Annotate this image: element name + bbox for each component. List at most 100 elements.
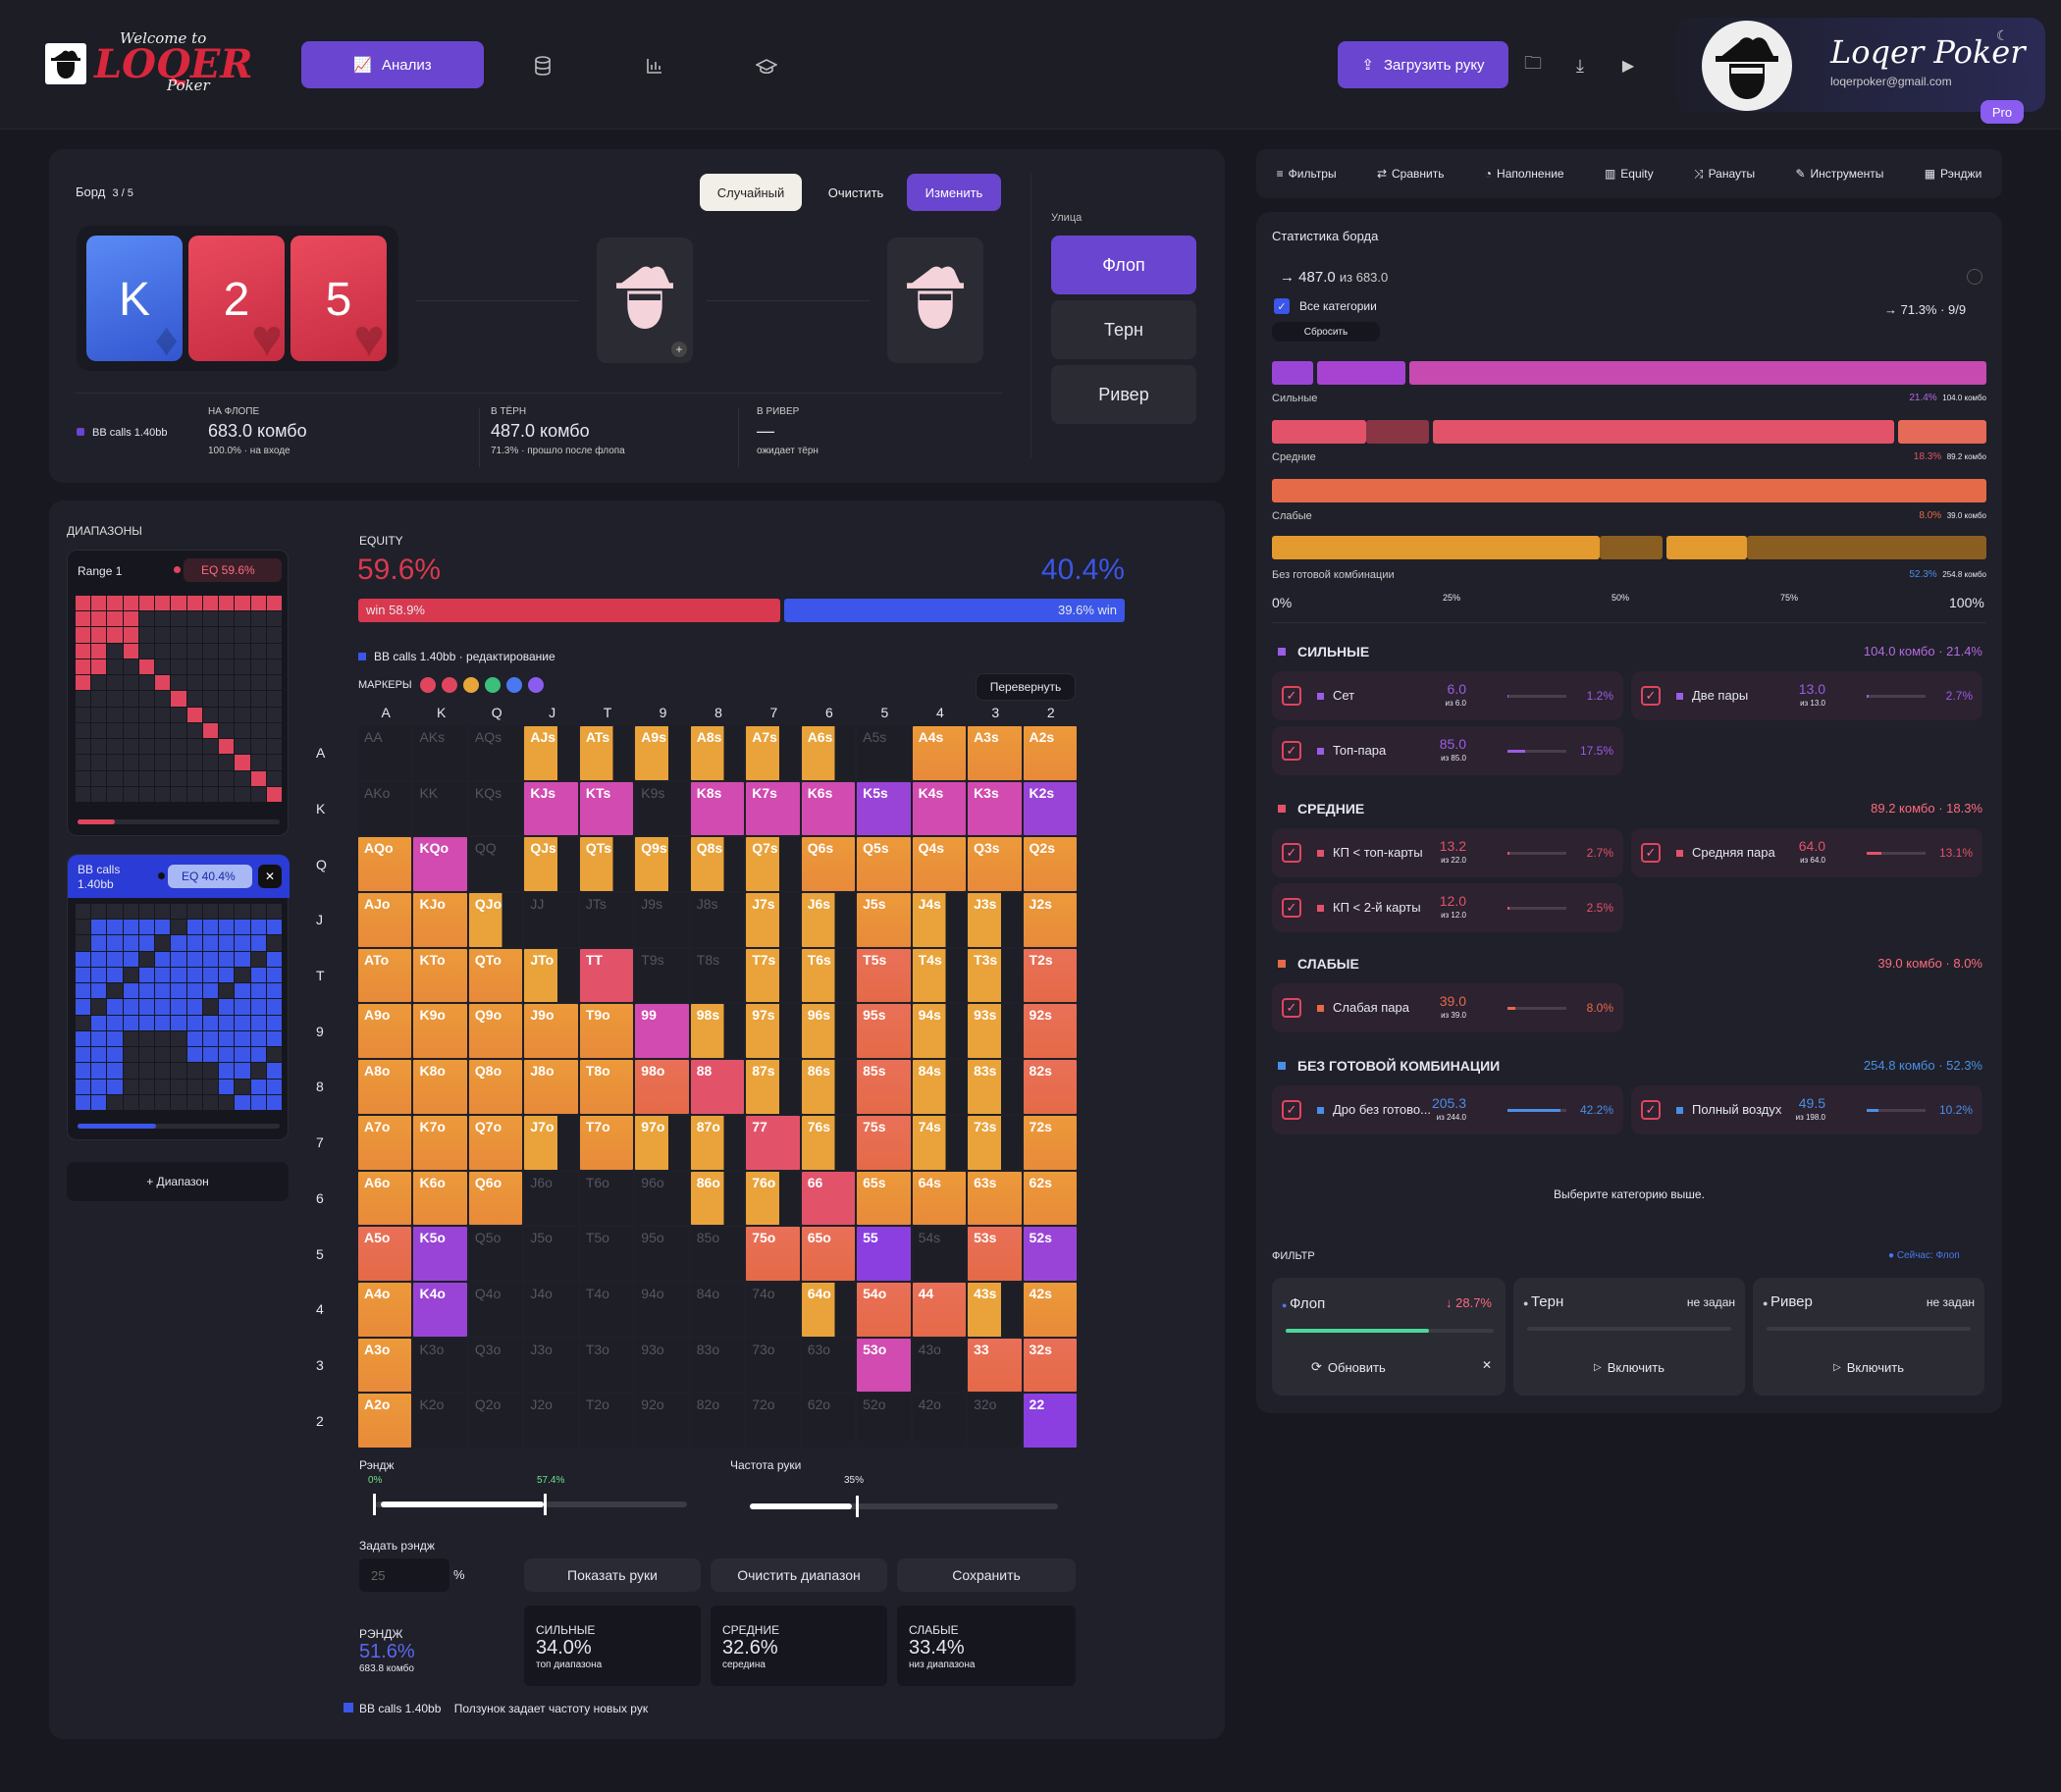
hand-cell[interactable]: T3o: [579, 1338, 634, 1393]
hand-cell[interactable]: JJ: [524, 893, 578, 947]
hand-cell[interactable]: 82s: [1023, 1060, 1077, 1114]
hand-cell[interactable]: 95o: [635, 1227, 689, 1281]
hand-cell[interactable]: A9o: [358, 1004, 412, 1059]
hand-cell[interactable]: Q3o: [468, 1338, 523, 1393]
hand-cell[interactable]: 94o: [635, 1282, 689, 1337]
category-item[interactable]: ✓ Средняя пара 64.0 из 64.0 13.1%: [1631, 828, 1982, 877]
hand-cell[interactable]: 72s: [1023, 1115, 1077, 1170]
hand-cell[interactable]: 62s: [1023, 1171, 1077, 1226]
graduation-cap-icon[interactable]: [754, 53, 779, 79]
marker-dot[interactable]: [441, 677, 457, 693]
show-hands-button[interactable]: Показать руки: [524, 1558, 701, 1592]
hand-cell[interactable]: J4o: [524, 1282, 578, 1337]
hand-cell[interactable]: J3o: [524, 1338, 578, 1393]
hand-cell[interactable]: Q5s: [857, 837, 911, 892]
hand-cell[interactable]: A8o: [358, 1060, 412, 1114]
street-flop-button[interactable]: Флоп: [1051, 236, 1196, 294]
tab-runouts[interactable]: ⤨ Ранауты: [1694, 167, 1755, 182]
hand-cell[interactable]: 82o: [690, 1394, 745, 1448]
hand-cell[interactable]: 92s: [1023, 1004, 1077, 1059]
hand-cell[interactable]: J6o: [524, 1171, 578, 1226]
marker-dot[interactable]: [484, 677, 501, 693]
hand-cell[interactable]: K2o: [413, 1394, 467, 1448]
hand-cell[interactable]: 64s: [912, 1171, 967, 1226]
hand-cell[interactable]: Q7s: [746, 837, 800, 892]
flip-button[interactable]: Перевернуть: [976, 673, 1076, 701]
hand-cell[interactable]: ATo: [358, 948, 412, 1003]
hand-cell[interactable]: 97o: [635, 1115, 689, 1170]
tab-ranges[interactable]: ▦ Рэнджи: [1925, 167, 1982, 181]
hand-cell[interactable]: 84o: [690, 1282, 745, 1337]
hand-cell[interactable]: A2s: [1023, 726, 1077, 780]
hand-cell[interactable]: A3s: [968, 726, 1022, 780]
save-range-button[interactable]: Сохранить: [897, 1558, 1076, 1592]
hand-cell[interactable]: J8s: [690, 893, 745, 947]
hand-cell[interactable]: Q4o: [468, 1282, 523, 1337]
street-river-button[interactable]: Ривер: [1051, 365, 1196, 424]
hand-cell[interactable]: 77: [746, 1115, 800, 1170]
category-item[interactable]: ✓ Сет 6.0 из 6.0 1.2%: [1272, 671, 1623, 720]
hand-cell[interactable]: A7o: [358, 1115, 412, 1170]
hand-cell[interactable]: K3o: [413, 1338, 467, 1393]
hand-cell[interactable]: 96s: [801, 1004, 856, 1059]
hand-cell[interactable]: AA: [358, 726, 412, 780]
hand-cell[interactable]: T5o: [579, 1227, 634, 1281]
hand-cell[interactable]: KTo: [413, 948, 467, 1003]
hand-cell[interactable]: 74o: [746, 1282, 800, 1337]
hand-cell[interactable]: 99: [635, 1004, 689, 1059]
hand-cell[interactable]: 63s: [968, 1171, 1022, 1226]
category-item[interactable]: ✓ Слабая пара 39.0 из 39.0 8.0%: [1272, 983, 1623, 1032]
category-checkbox[interactable]: ✓: [1641, 686, 1661, 706]
tab-fill[interactable]: ◔ Наполнение: [1485, 167, 1564, 181]
hand-cell[interactable]: KJo: [413, 893, 467, 947]
hand-cell[interactable]: 83o: [690, 1338, 745, 1393]
hand-cell[interactable]: 94s: [912, 1004, 967, 1059]
update-button[interactable]: ⟳ Обновить: [1311, 1359, 1386, 1375]
hand-cell[interactable]: AJs: [524, 726, 578, 780]
enable-turn-button[interactable]: ▷ Включить: [1593, 1359, 1665, 1375]
hand-cell[interactable]: K2s: [1023, 781, 1077, 836]
folder-icon[interactable]: 🗀: [1524, 53, 1542, 73]
hand-cell[interactable]: AKo: [358, 781, 412, 836]
database-icon[interactable]: [530, 53, 555, 79]
add-range-button[interactable]: + Диапазон: [67, 1162, 289, 1201]
hand-cell[interactable]: T6s: [801, 948, 856, 1003]
hand-cell[interactable]: K6o: [413, 1171, 467, 1226]
hand-cell[interactable]: AJo: [358, 893, 412, 947]
hand-cell[interactable]: T2s: [1023, 948, 1077, 1003]
hand-cell[interactable]: 66: [801, 1171, 856, 1226]
hand-cell[interactable]: J5s: [857, 893, 911, 947]
hand-cell[interactable]: 65s: [857, 1171, 911, 1226]
hand-cell[interactable]: 42o: [912, 1394, 967, 1448]
hand-cell[interactable]: 43o: [912, 1338, 967, 1393]
hand-cell[interactable]: KQs: [468, 781, 523, 836]
hand-cell[interactable]: KJs: [524, 781, 578, 836]
tab-equity[interactable]: ▥ Equity: [1605, 167, 1654, 181]
board-card-1[interactable]: K ♦: [86, 236, 183, 366]
hand-cell[interactable]: Q4s: [912, 837, 967, 892]
hand-cell[interactable]: A5o: [358, 1227, 412, 1281]
hand-cell[interactable]: AQo: [358, 837, 412, 892]
hand-cell[interactable]: K5o: [413, 1227, 467, 1281]
hand-cell[interactable]: 53s: [968, 1227, 1022, 1281]
hand-cell[interactable]: K5s: [857, 781, 911, 836]
random-button[interactable]: Случайный: [700, 174, 802, 211]
hand-cell[interactable]: J3s: [968, 893, 1022, 947]
hand-cell[interactable]: T9s: [635, 948, 689, 1003]
hand-cell[interactable]: T7s: [746, 948, 800, 1003]
category-checkbox[interactable]: ✓: [1282, 741, 1301, 761]
hand-cell[interactable]: 73o: [746, 1338, 800, 1393]
hand-cell[interactable]: 52o: [857, 1394, 911, 1448]
category-item[interactable]: ✓ Полный воздух 49.5 из 198.0 10.2%: [1631, 1085, 1982, 1134]
hand-cell[interactable]: J2o: [524, 1394, 578, 1448]
hand-cell[interactable]: QJs: [524, 837, 578, 892]
info-icon[interactable]: [1967, 269, 1982, 285]
hand-cell[interactable]: 86s: [801, 1060, 856, 1114]
hand-cell[interactable]: QTo: [468, 948, 523, 1003]
set-range-input[interactable]: [359, 1558, 449, 1592]
hand-cell[interactable]: K6s: [801, 781, 856, 836]
hand-cell[interactable]: KK: [413, 781, 467, 836]
tab-filter[interactable]: ≡ Фильтры: [1277, 167, 1337, 181]
category-checkbox[interactable]: ✓: [1282, 843, 1301, 863]
hand-cell[interactable]: 85s: [857, 1060, 911, 1114]
